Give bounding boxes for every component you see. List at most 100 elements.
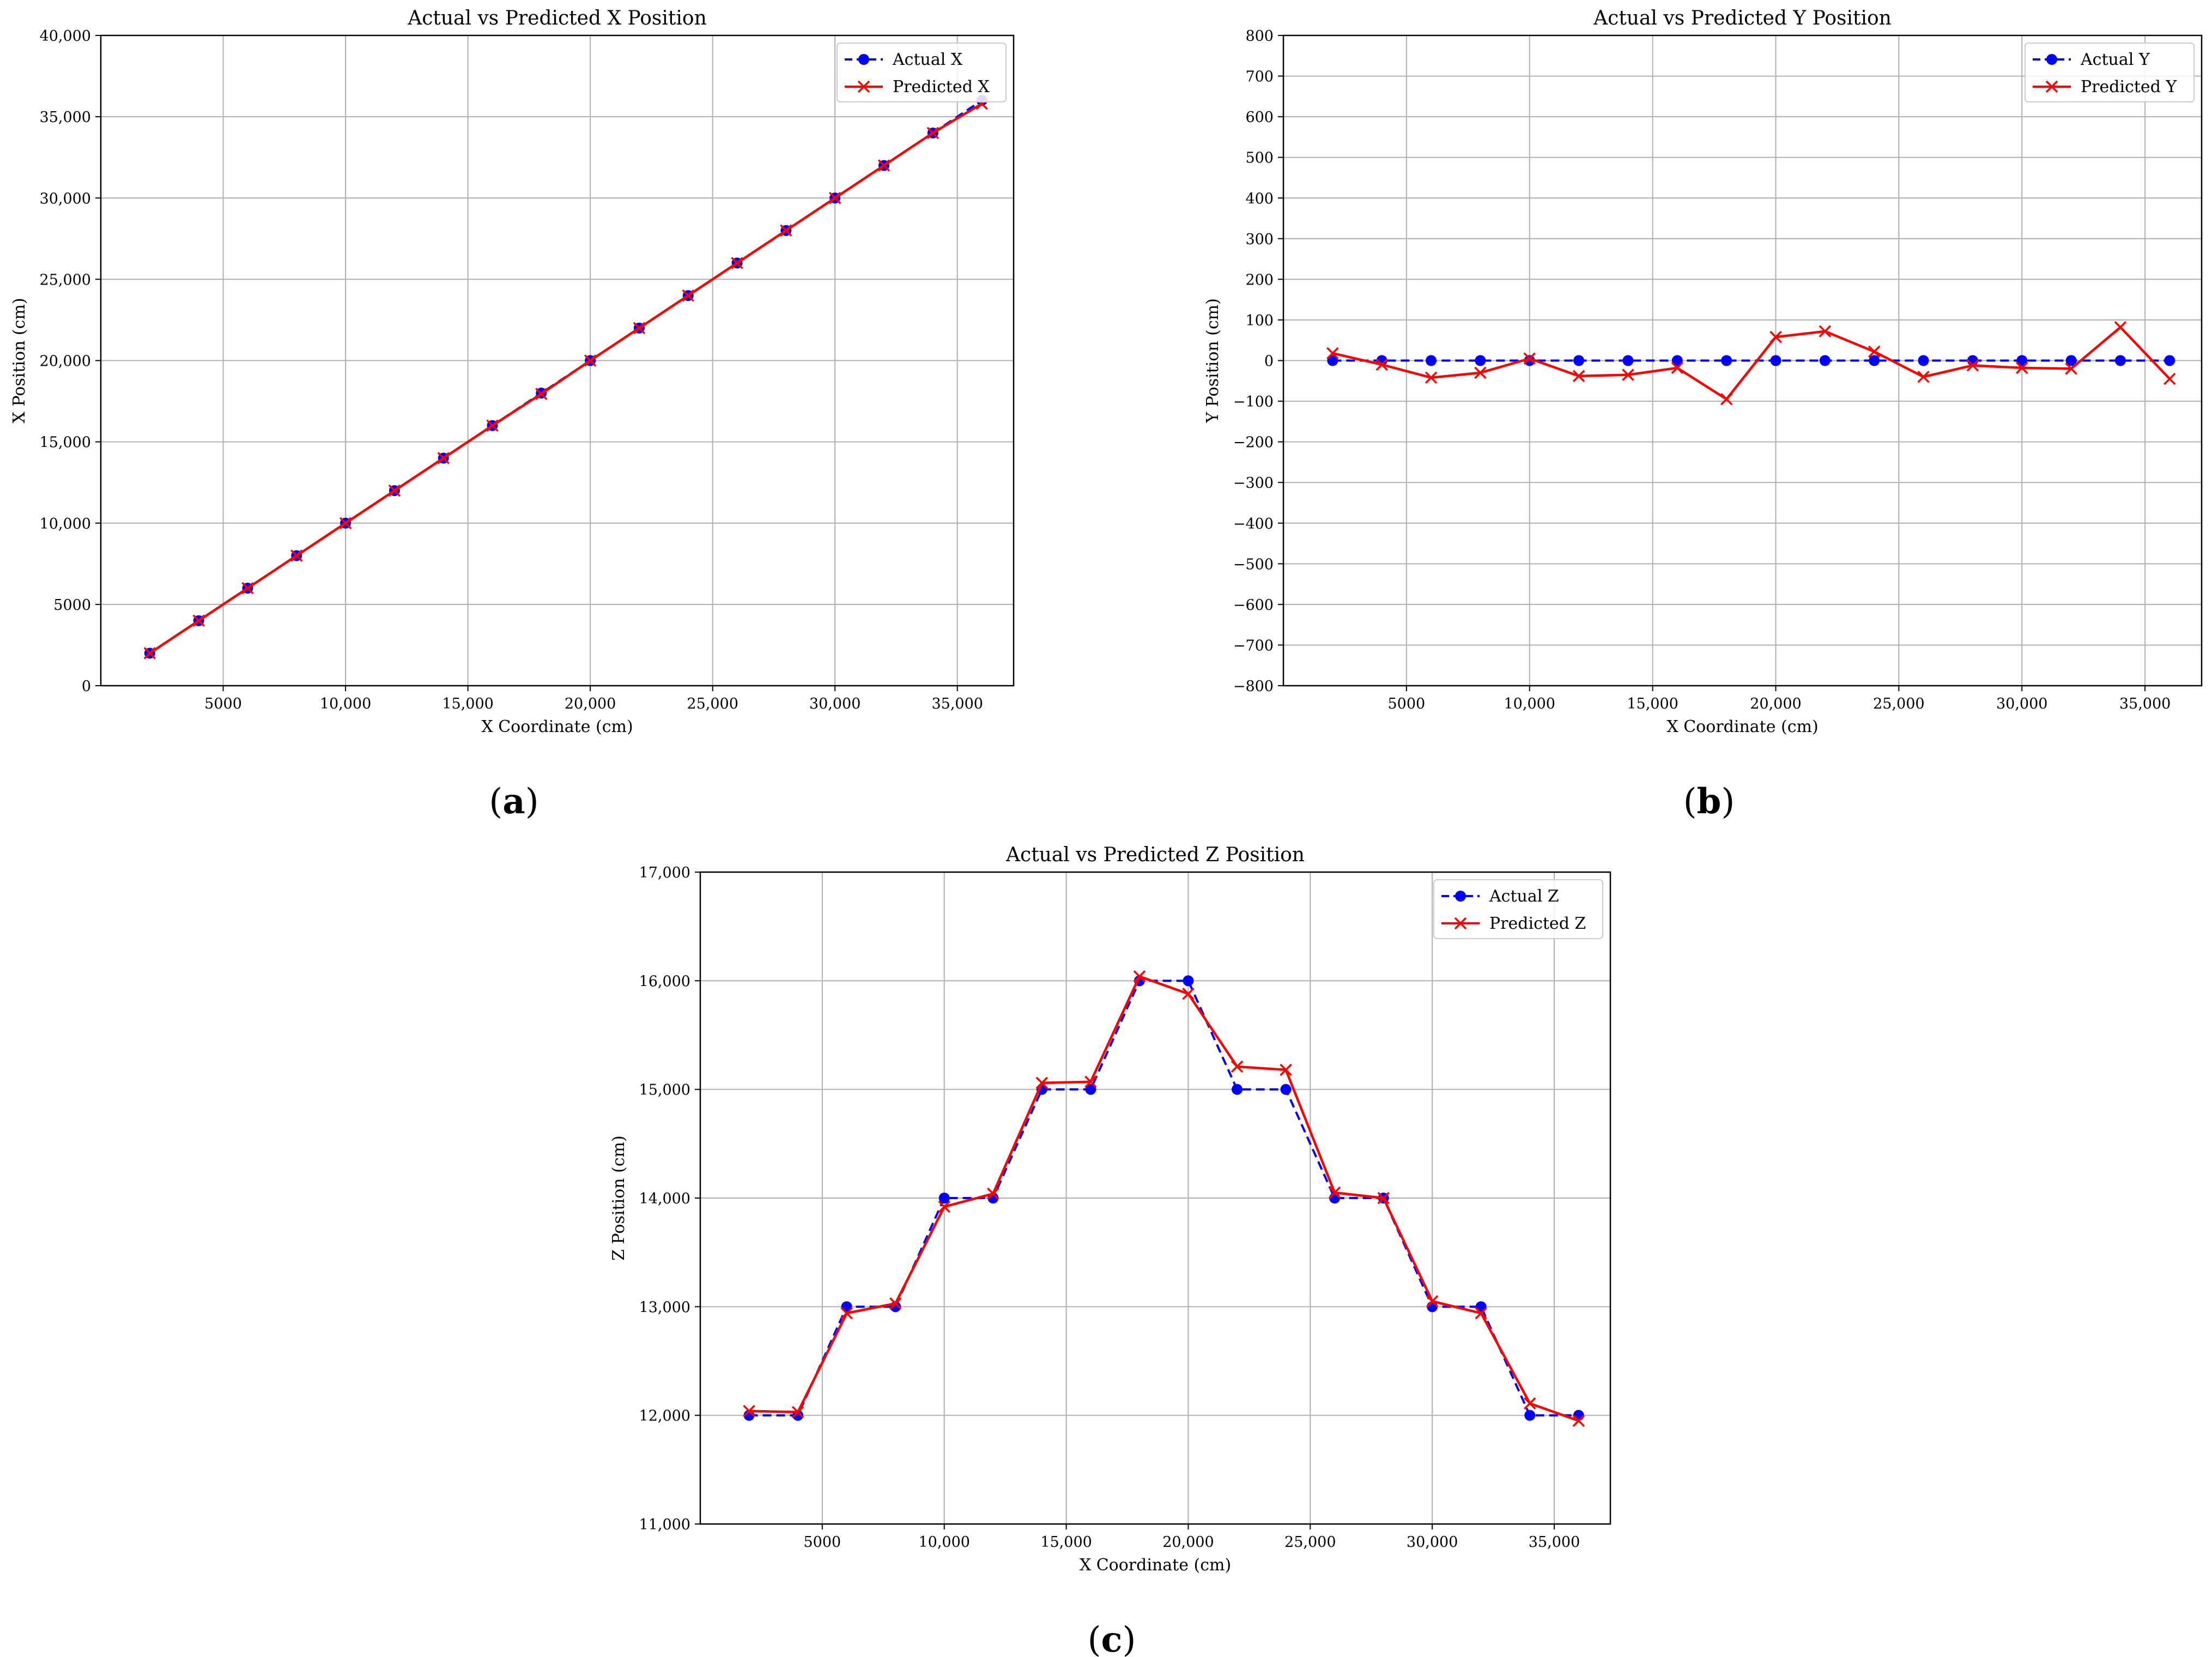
grid	[700, 872, 1610, 1525]
y-tick-label: 0	[82, 678, 91, 695]
data-point	[290, 549, 303, 562]
data-point	[1475, 1307, 1487, 1320]
panel-label-letter: a	[502, 781, 525, 822]
x-tick-label: 30,000	[1407, 1534, 1458, 1551]
data-point	[1868, 345, 1881, 358]
data-point	[1426, 1295, 1439, 1308]
data-point	[682, 289, 694, 302]
legend: Actual Z Predicted Z	[1433, 879, 1603, 939]
y-tick-label: 25,000	[40, 271, 91, 288]
y-tick-label: 35,000	[40, 109, 91, 126]
y-tick-label: 11,000	[639, 1516, 690, 1533]
y-tick-label: −800	[1233, 678, 1274, 695]
legend-marker	[1454, 917, 1467, 930]
legend-label: Actual Y	[2080, 50, 2150, 69]
data-point	[1524, 1397, 1536, 1410]
x-axis-label: X Coordinate (cm)	[1080, 1556, 1231, 1575]
y-tick-label: 15,000	[40, 434, 91, 451]
x-tick-label: 5000	[1388, 696, 1426, 712]
data-point	[1770, 355, 1781, 366]
data-point	[1819, 325, 1832, 338]
x-tick-label: 25,000	[1873, 696, 1924, 712]
grid	[101, 35, 1014, 686]
data-point	[1622, 355, 1634, 366]
y-tick-label: −300	[1233, 475, 1274, 492]
chart-title: Actual vs Predicted Z Position	[1005, 844, 1305, 866]
x-tick-label: 35,000	[1529, 1534, 1580, 1551]
data-point	[2164, 355, 2175, 366]
data-point	[535, 388, 548, 400]
x-tick-label: 35,000	[2119, 696, 2171, 712]
chart-title: Actual vs Predicted Y Position	[1593, 7, 1892, 29]
data-point	[437, 452, 450, 464]
panel-label: (c)	[1088, 1619, 1136, 1657]
x-axis-ticks: 5000 10,000 15,000 20,000 25,000 30,000 35,000	[1388, 686, 2171, 712]
x-tick-label: 5000	[204, 696, 242, 712]
data-point	[241, 582, 254, 595]
data-point	[938, 1193, 950, 1204]
x-tick-label: 5000	[804, 1534, 841, 1551]
y-axis-ticks: −800 −700 −600 −500 −400 −300 −200 −100 0 100 200 3…	[1233, 28, 1283, 695]
x-axis-ticks: 5000 10,000 15,000 20,000 25,000 30,000 35,000	[804, 1524, 1580, 1551]
data-point	[877, 159, 890, 172]
data-point	[192, 614, 205, 627]
series-line	[749, 975, 1579, 1422]
legend-marker	[858, 54, 869, 65]
data-point	[1474, 366, 1487, 379]
data-point	[840, 1307, 853, 1320]
y-tick-label: 20,000	[40, 353, 91, 370]
y-tick-label: 5000	[53, 597, 91, 614]
y-axis-label: Y Position (cm)	[1203, 298, 1222, 424]
panel-label: (a)	[489, 781, 538, 822]
x-tick-label: 10,000	[918, 1534, 969, 1551]
data-point	[1425, 371, 1438, 384]
x-axis-label: X Coordinate (cm)	[481, 717, 633, 736]
chart-panel-a: 5000 10,000 15,000 20,000 25,000 30,000 35,000…	[10, 7, 1015, 822]
legend-label: Predicted X	[893, 77, 990, 96]
y-tick-label: 30,000	[40, 190, 91, 207]
data-point	[1133, 970, 1146, 983]
y-tick-label: −700	[1233, 637, 1274, 654]
data-point	[1280, 1084, 1292, 1095]
series-line	[1332, 325, 2171, 401]
series-predicted-z	[743, 970, 1585, 1427]
data-point	[1035, 1077, 1049, 1089]
y-tick-label: 0	[1264, 353, 1274, 370]
data-point	[1328, 1186, 1341, 1199]
data-point	[1671, 361, 1684, 374]
data-point	[1523, 352, 1536, 365]
data-point	[633, 322, 646, 335]
data-point	[828, 192, 841, 204]
y-tick-label: −500	[1233, 556, 1274, 573]
y-tick-label: −100	[1233, 394, 1274, 410]
legend-marker	[1455, 891, 1466, 902]
data-point	[780, 224, 792, 237]
data-point	[1475, 355, 1486, 366]
data-point	[2065, 362, 2077, 375]
data-point	[791, 1406, 804, 1418]
data-point	[987, 1187, 999, 1200]
data-point	[1326, 347, 1339, 360]
data-point	[1966, 359, 1979, 372]
legend-label: Actual X	[892, 50, 963, 69]
data-point	[1720, 393, 1733, 406]
data-point	[938, 1200, 950, 1213]
data-point	[1622, 368, 1634, 381]
y-tick-label: 16,000	[639, 973, 690, 990]
data-point	[1231, 1084, 1243, 1095]
legend-marker	[2045, 80, 2058, 93]
y-tick-label: 15,000	[639, 1082, 690, 1099]
y-axis-label: X Position (cm)	[10, 298, 29, 423]
data-point	[388, 484, 401, 497]
data-point	[1819, 355, 1831, 366]
y-tick-label: −600	[1233, 597, 1274, 614]
y-axis-label: Z Position (cm)	[609, 1135, 628, 1261]
data-point	[1375, 358, 1388, 371]
y-tick-label: 300	[1245, 231, 1274, 248]
y-tick-label: 800	[1245, 28, 1274, 45]
chart-panel-b: 5000 10,000 15,000 20,000 25,000 30,000 35,000…	[1203, 7, 2203, 822]
x-tick-label: 20,000	[1750, 696, 1801, 712]
data-point	[1573, 355, 1585, 366]
x-tick-label: 15,000	[1627, 696, 1678, 712]
y-tick-label: 13,000	[639, 1299, 690, 1316]
